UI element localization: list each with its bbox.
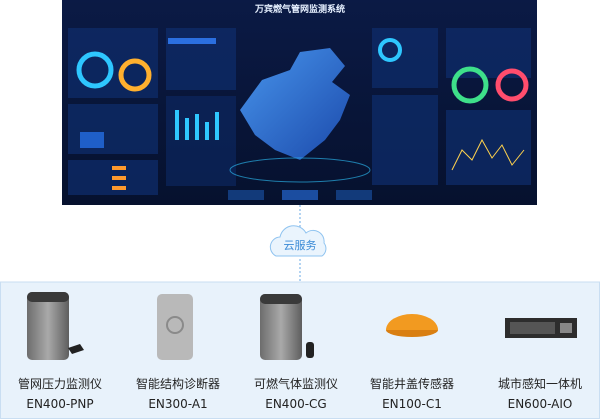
device-icon: [386, 314, 438, 330]
device-icon: [27, 292, 69, 302]
dashboard-title: 万宾燃气管网监测系统: [254, 3, 345, 15]
device-icon: [260, 294, 302, 360]
device-icon: [157, 294, 193, 360]
map: [240, 48, 350, 160]
trend-line: [451, 138, 525, 171]
device-icon: [68, 344, 84, 354]
cloud-icon: [269, 225, 327, 257]
product-labels: 管网压力监测仪 EN400-PNP 智能结构诊断器 EN300-A1 可燃气体监测仪 EN…: [18, 376, 582, 411]
ring-chart: [451, 66, 489, 104]
ring-chart: [495, 68, 529, 102]
product-name: 智能井盖传感器: [370, 376, 454, 391]
tag: [112, 166, 126, 170]
ring-chart: [76, 51, 114, 89]
cloud-label: 云服务: [284, 239, 317, 252]
row-highlight: [168, 38, 216, 44]
panel: [372, 95, 438, 185]
device-icon: [260, 294, 302, 304]
device-icon: [166, 316, 184, 334]
product-model: EN100-C1: [382, 397, 442, 411]
product-model: EN300-A1: [148, 397, 207, 411]
bar: [205, 122, 209, 140]
bar: [185, 118, 189, 140]
device-icon: [306, 342, 314, 358]
bar: [175, 110, 179, 140]
dashboard: 万宾燃气管网监测系统: [62, 0, 537, 205]
product-name: 可燃气体监测仪: [254, 376, 338, 391]
bar: [215, 112, 219, 140]
product-name: 管网压力监测仪: [18, 376, 102, 391]
device-icon: [510, 322, 555, 334]
nav-button: [282, 190, 318, 200]
panel: [166, 96, 236, 186]
product-name: 城市感知一体机: [498, 376, 582, 391]
device-icon: [27, 292, 69, 360]
tag: [112, 186, 126, 190]
product-model: EN600-AIO: [508, 397, 573, 411]
device-icon: [560, 323, 572, 333]
nav-button: [228, 190, 264, 200]
product-model: EN400-CG: [265, 397, 326, 411]
panel: [446, 110, 531, 185]
counter: [80, 132, 104, 148]
map-base: [229, 157, 371, 183]
product-name: 智能结构诊断器: [136, 376, 220, 391]
nav-button: [336, 190, 372, 200]
ring-chart: [378, 38, 402, 62]
bar: [195, 114, 199, 140]
ring-chart: [118, 58, 152, 92]
panel: [166, 28, 236, 90]
product-model: EN400-PNP: [26, 397, 93, 411]
tag: [112, 176, 126, 180]
